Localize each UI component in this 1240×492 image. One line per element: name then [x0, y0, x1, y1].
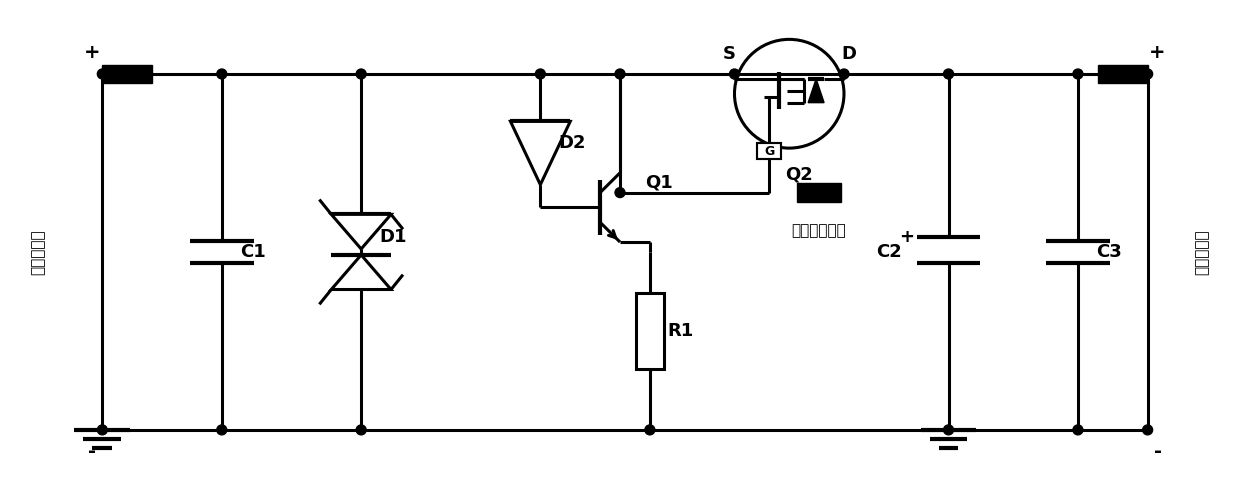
Text: C2: C2	[875, 243, 901, 261]
Text: S: S	[723, 45, 737, 63]
Polygon shape	[331, 255, 391, 289]
Text: G: G	[764, 145, 775, 157]
Text: D: D	[842, 45, 857, 63]
Circle shape	[536, 69, 546, 79]
Circle shape	[1073, 425, 1083, 435]
Circle shape	[645, 425, 655, 435]
Circle shape	[356, 425, 366, 435]
Text: C1: C1	[239, 243, 265, 261]
Bar	[636, 293, 663, 369]
Circle shape	[217, 69, 227, 79]
Bar	[758, 143, 781, 159]
Circle shape	[944, 425, 954, 435]
Text: D1: D1	[379, 228, 407, 246]
Circle shape	[217, 425, 227, 435]
Text: Q2: Q2	[785, 166, 813, 184]
Polygon shape	[808, 79, 825, 103]
Circle shape	[615, 69, 625, 79]
Text: 泵电压控制端: 泵电压控制端	[791, 223, 847, 238]
Circle shape	[1142, 425, 1153, 435]
Circle shape	[356, 69, 366, 79]
Polygon shape	[511, 122, 570, 184]
Bar	[103, 65, 153, 83]
Text: C3: C3	[1096, 243, 1122, 261]
Polygon shape	[331, 215, 391, 249]
Text: 电源输出端: 电源输出端	[1195, 229, 1210, 275]
Bar	[1097, 65, 1148, 83]
Circle shape	[1142, 69, 1153, 79]
Text: 电源输入端: 电源输入端	[30, 229, 45, 275]
Text: Q1: Q1	[645, 174, 672, 192]
Circle shape	[815, 187, 825, 198]
Circle shape	[839, 69, 849, 79]
Circle shape	[615, 187, 625, 198]
Text: -: -	[1153, 442, 1162, 461]
Text: -: -	[88, 442, 97, 461]
Circle shape	[944, 69, 954, 79]
Text: +: +	[899, 228, 914, 246]
Circle shape	[98, 69, 108, 79]
Bar	[797, 183, 841, 203]
Circle shape	[729, 69, 739, 79]
Text: +: +	[84, 43, 100, 62]
Text: D2: D2	[558, 134, 585, 152]
Text: R1: R1	[668, 322, 694, 340]
Text: +: +	[1149, 43, 1166, 62]
Circle shape	[98, 425, 108, 435]
Circle shape	[1073, 69, 1083, 79]
